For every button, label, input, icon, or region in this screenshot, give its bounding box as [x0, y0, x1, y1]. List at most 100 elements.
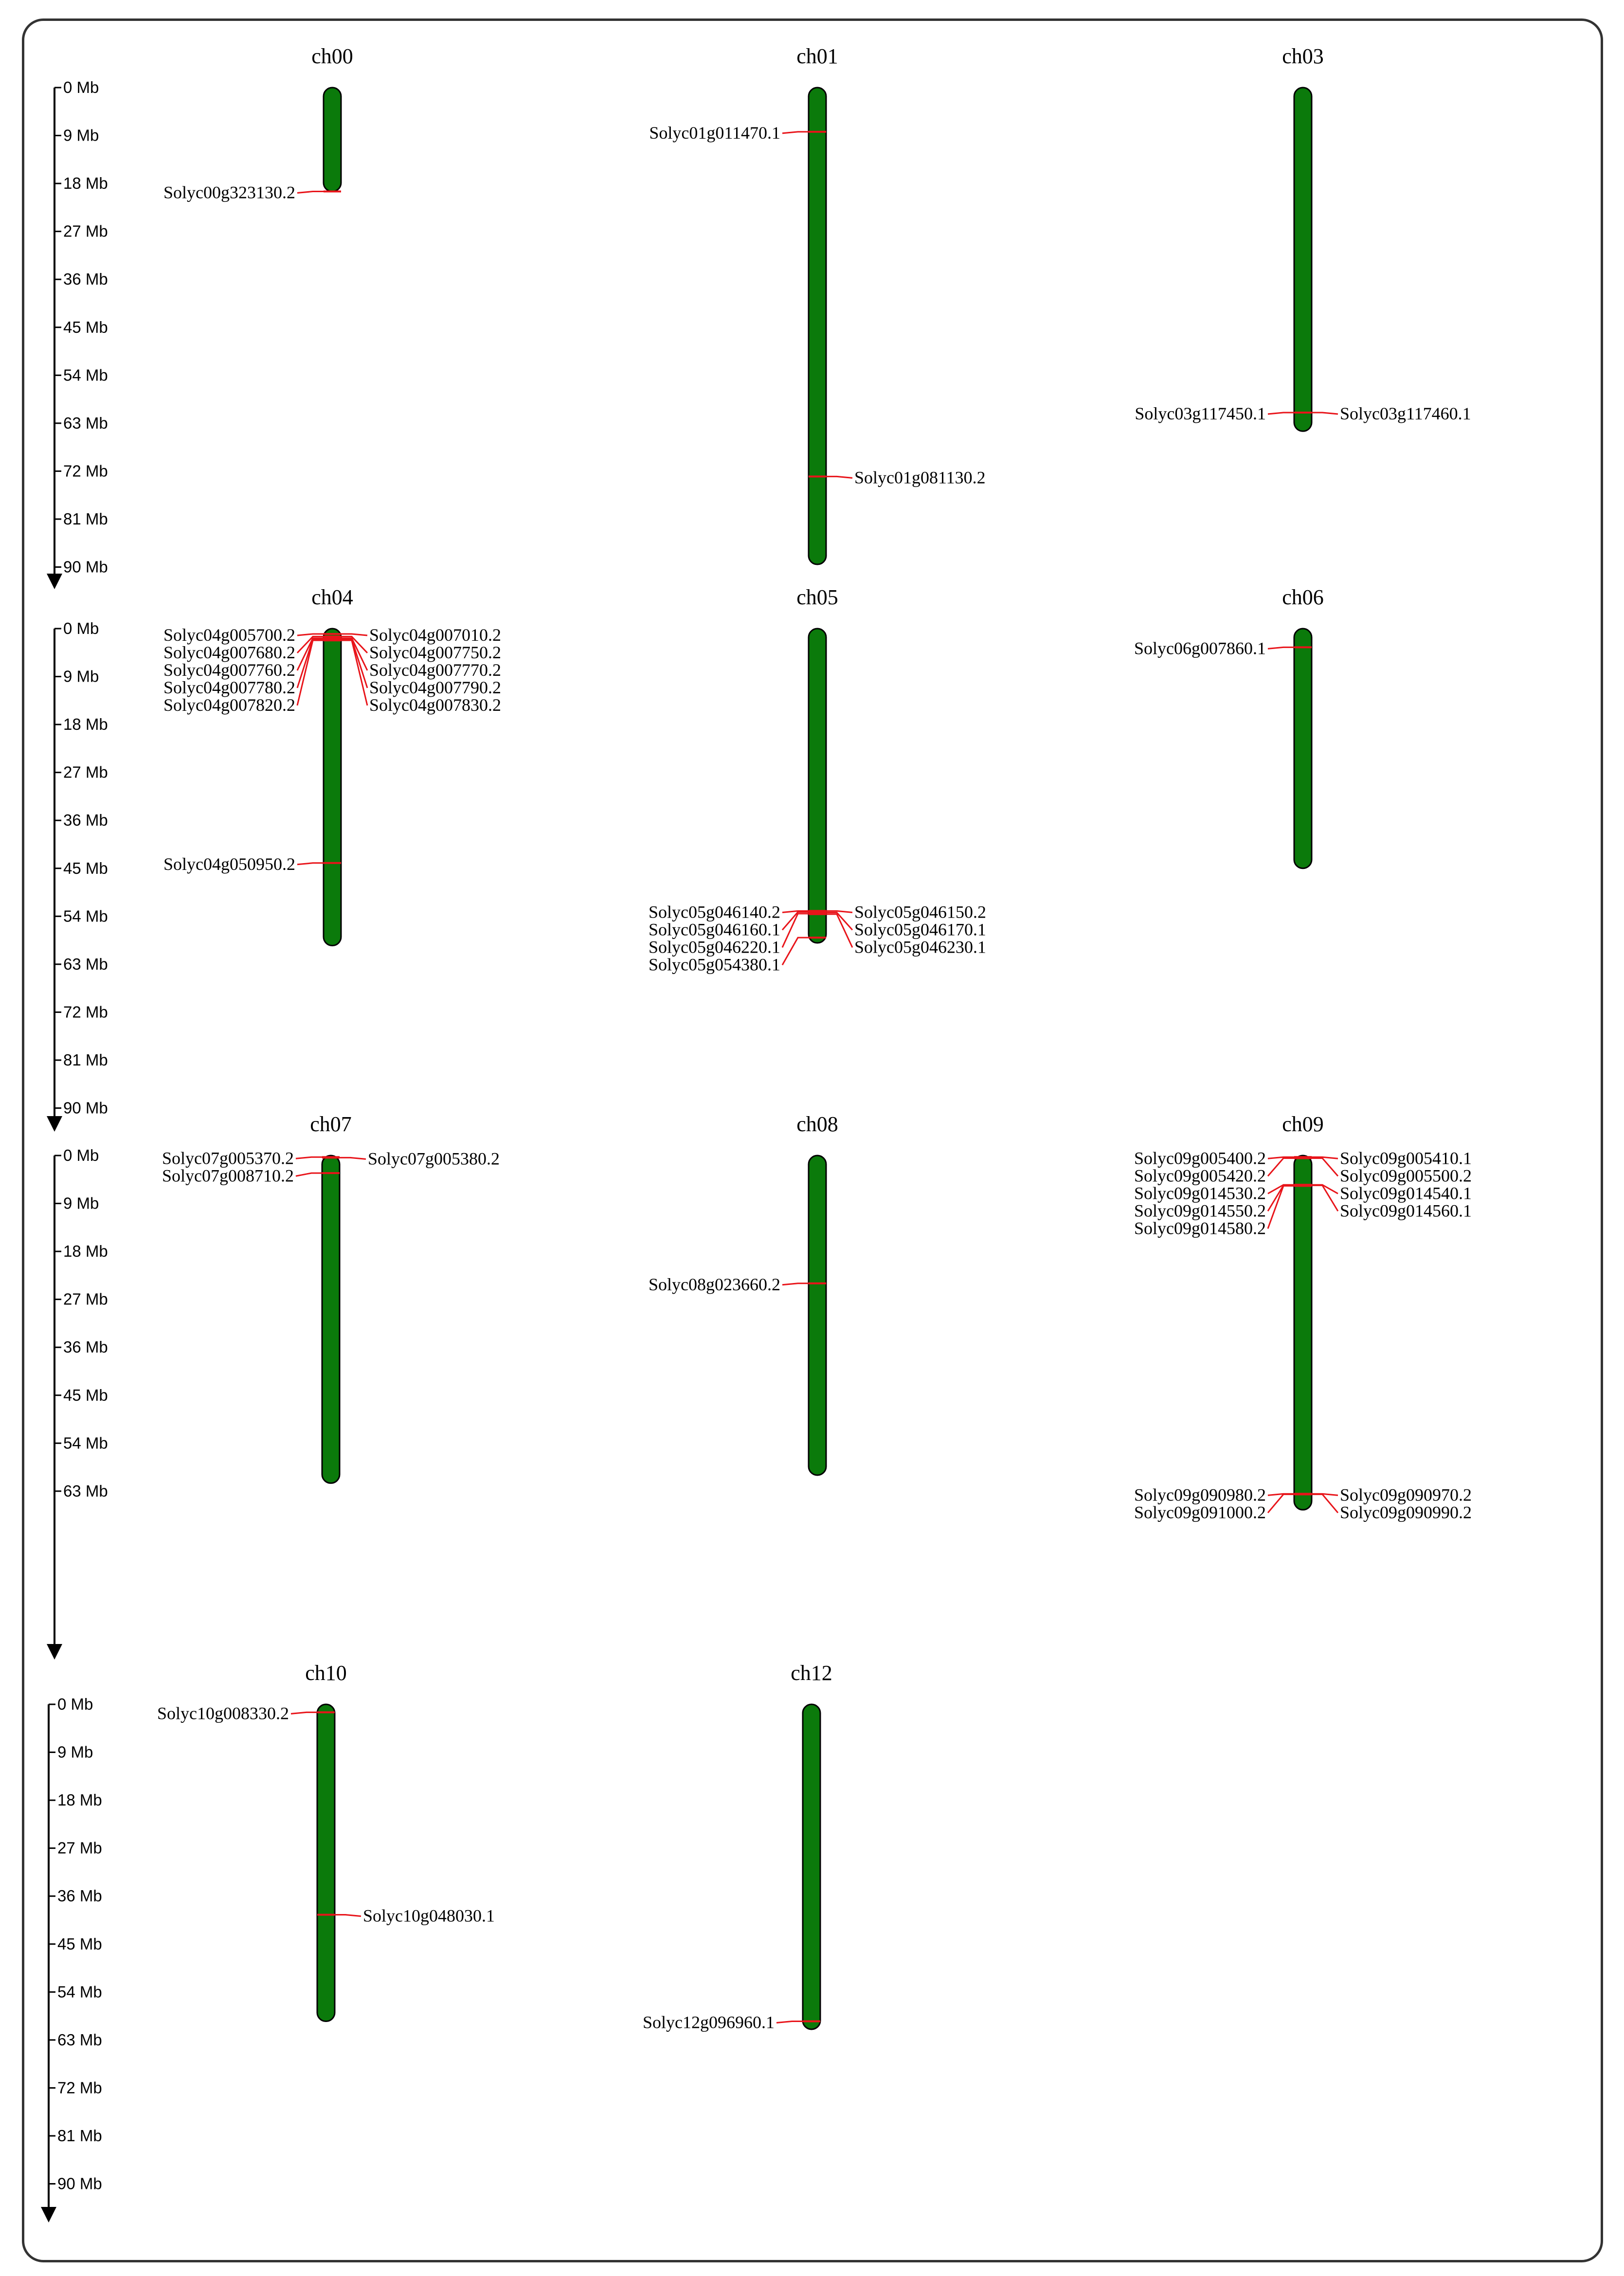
- chromosome-body: [1293, 628, 1313, 869]
- gene-label: Solyc04g007750.2: [369, 643, 501, 662]
- gene-label: Solyc09g005400.2: [1134, 1148, 1266, 1168]
- chromosome-ch10: ch10 Solyc10g008330.2 Solyc10g048030.1: [157, 1661, 495, 2023]
- gene-label: Solyc04g007680.2: [163, 643, 295, 662]
- chromosome-body: [316, 1703, 336, 2023]
- chromosome-body: [323, 628, 342, 947]
- gene-connector: [826, 910, 853, 913]
- gene-connector: [1267, 1156, 1294, 1159]
- gene-connector: [782, 1283, 809, 1286]
- chromosome-ch00: ch00 Solyc00g323130.2: [163, 44, 353, 202]
- chromosomes: ch00 Solyc00g323130.2 ch01 Solyc01g011470.1…: [157, 44, 1472, 2032]
- gene-label: Solyc04g007780.2: [163, 678, 295, 697]
- scale-tick-label: 27 Mb: [63, 222, 108, 240]
- scale-tick-label: 27 Mb: [57, 1839, 102, 1857]
- gene-label: Solyc09g091000.2: [1134, 1502, 1266, 1522]
- chromosome-ch03: ch03 Solyc03g117450.1 Solyc03g117460.1: [1135, 44, 1471, 432]
- gene-label: Solyc05g046170.1: [854, 920, 986, 939]
- gene-connector: [1312, 1493, 1339, 1514]
- chromosome-body: [808, 87, 827, 565]
- gene-connector: [297, 633, 324, 636]
- scale-tick-label: 36 Mb: [57, 1887, 102, 1905]
- gene-label: Solyc09g090970.2: [1340, 1485, 1472, 1504]
- chromosome-title: ch09: [1282, 1112, 1324, 1136]
- gene-connector: [296, 639, 324, 706]
- scale-tick-label: 72 Mb: [57, 2078, 102, 2096]
- gene-label: Solyc09g005500.2: [1340, 1166, 1472, 1185]
- gene-connector: [296, 637, 324, 671]
- scale-tick-label: 18 Mb: [57, 1791, 102, 1809]
- scale-tick-label: 63 Mb: [63, 1482, 108, 1500]
- gene-connector: [297, 191, 324, 194]
- chromosome-title: ch10: [305, 1661, 347, 1685]
- chromosome-title: ch06: [1282, 585, 1324, 609]
- gene-connector: [290, 1711, 317, 1715]
- gene-connector: [341, 635, 368, 653]
- scale-tick-label: 45 Mb: [57, 1935, 102, 1953]
- gene-label: Solyc07g005370.2: [162, 1148, 294, 1168]
- gene-connector: [1267, 1157, 1294, 1177]
- chromosome-title: ch04: [311, 585, 353, 609]
- gene-connector: [1312, 1157, 1339, 1177]
- gene-label: Solyc07g008710.2: [162, 1166, 294, 1185]
- scale-tick-label: 36 Mb: [63, 811, 108, 829]
- gene-connector: [335, 1914, 361, 1917]
- scale-tick-label: 0 Mb: [57, 1695, 93, 1713]
- scale-tick-label: 81 Mb: [57, 2127, 102, 2145]
- gene-connector: [341, 633, 368, 636]
- gene-label: Solyc05g046160.1: [649, 920, 780, 939]
- gene-connector: [1312, 1156, 1338, 1159]
- gene-connector: [826, 912, 853, 931]
- gene-label: Solyc04g007830.2: [369, 695, 501, 715]
- gene-connector: [1312, 1184, 1339, 1212]
- scale-tick-label: 72 Mb: [63, 462, 108, 480]
- gene-connector: [781, 937, 809, 966]
- gene-label: Solyc04g007790.2: [369, 678, 501, 697]
- chromosome-title: ch12: [791, 1661, 832, 1685]
- gene-connector: [1267, 1184, 1294, 1212]
- scale-tick-label: 45 Mb: [63, 1386, 108, 1404]
- gene-label: Solyc12g096960.1: [643, 2013, 775, 2032]
- gene-connector: [782, 910, 809, 913]
- chromosome-title: ch00: [311, 44, 353, 68]
- gene-connector: [296, 638, 324, 688]
- gene-connector: [295, 1172, 322, 1177]
- gene-label: Solyc05g054380.1: [649, 955, 780, 974]
- gene-label: Solyc09g014580.2: [1134, 1218, 1266, 1238]
- scale-tick-label: 54 Mb: [63, 907, 108, 925]
- gene-connector: [296, 635, 324, 653]
- scale-tick-label: 81 Mb: [63, 1051, 108, 1069]
- gene-connector: [1267, 1185, 1294, 1229]
- gene-connector: [1267, 412, 1294, 415]
- scale-tick-label: 18 Mb: [63, 715, 108, 733]
- gene-connector: [1267, 1493, 1294, 1514]
- gene-connector: [1312, 412, 1338, 415]
- gene-label: Solyc09g005410.1: [1340, 1148, 1472, 1168]
- scale-tick-label: 63 Mb: [63, 955, 108, 973]
- scale-tick-label: 9 Mb: [63, 126, 99, 145]
- gene-connector: [781, 913, 809, 948]
- gene-label: Solyc09g005420.2: [1134, 1166, 1266, 1185]
- gene-label: Solyc03g117460.1: [1340, 404, 1471, 423]
- gene-label: Solyc04g007820.2: [163, 695, 295, 715]
- scale-tick-label: 9 Mb: [63, 1194, 99, 1212]
- gene-label: Solyc01g081130.2: [854, 468, 986, 487]
- gene-label: Solyc09g090990.2: [1340, 1502, 1472, 1522]
- gene-connector: [826, 475, 853, 479]
- scale-tick-label: 63 Mb: [57, 2031, 102, 2049]
- chromosome-body: [808, 1155, 827, 1476]
- scale-axis: 0 Mb 9 Mb 18 Mb 27 Mb 36 Mb 45 Mb 54 Mb 63 Mb 72…: [41, 1695, 102, 2222]
- chromosome-title: ch08: [796, 1112, 838, 1136]
- gene-connector: [295, 1156, 322, 1159]
- chromosome-body: [1293, 87, 1313, 432]
- gene-label: Solyc09g014540.1: [1340, 1183, 1472, 1203]
- scale-tick-label: 90 Mb: [63, 1099, 108, 1117]
- gene-label: Solyc05g046140.2: [649, 902, 780, 921]
- gene-label: Solyc03g117450.1: [1135, 404, 1266, 423]
- gene-label: Solyc10g008330.2: [157, 1703, 289, 1723]
- gene-connector: [776, 2021, 803, 2024]
- gene-label: Solyc04g007770.2: [369, 660, 501, 680]
- scale-tick-label: 0 Mb: [63, 78, 99, 96]
- chromosome-ch01: ch01 Solyc01g011470.1 Solyc01g081130.2: [649, 44, 986, 565]
- gene-label: Solyc04g050950.2: [163, 854, 295, 874]
